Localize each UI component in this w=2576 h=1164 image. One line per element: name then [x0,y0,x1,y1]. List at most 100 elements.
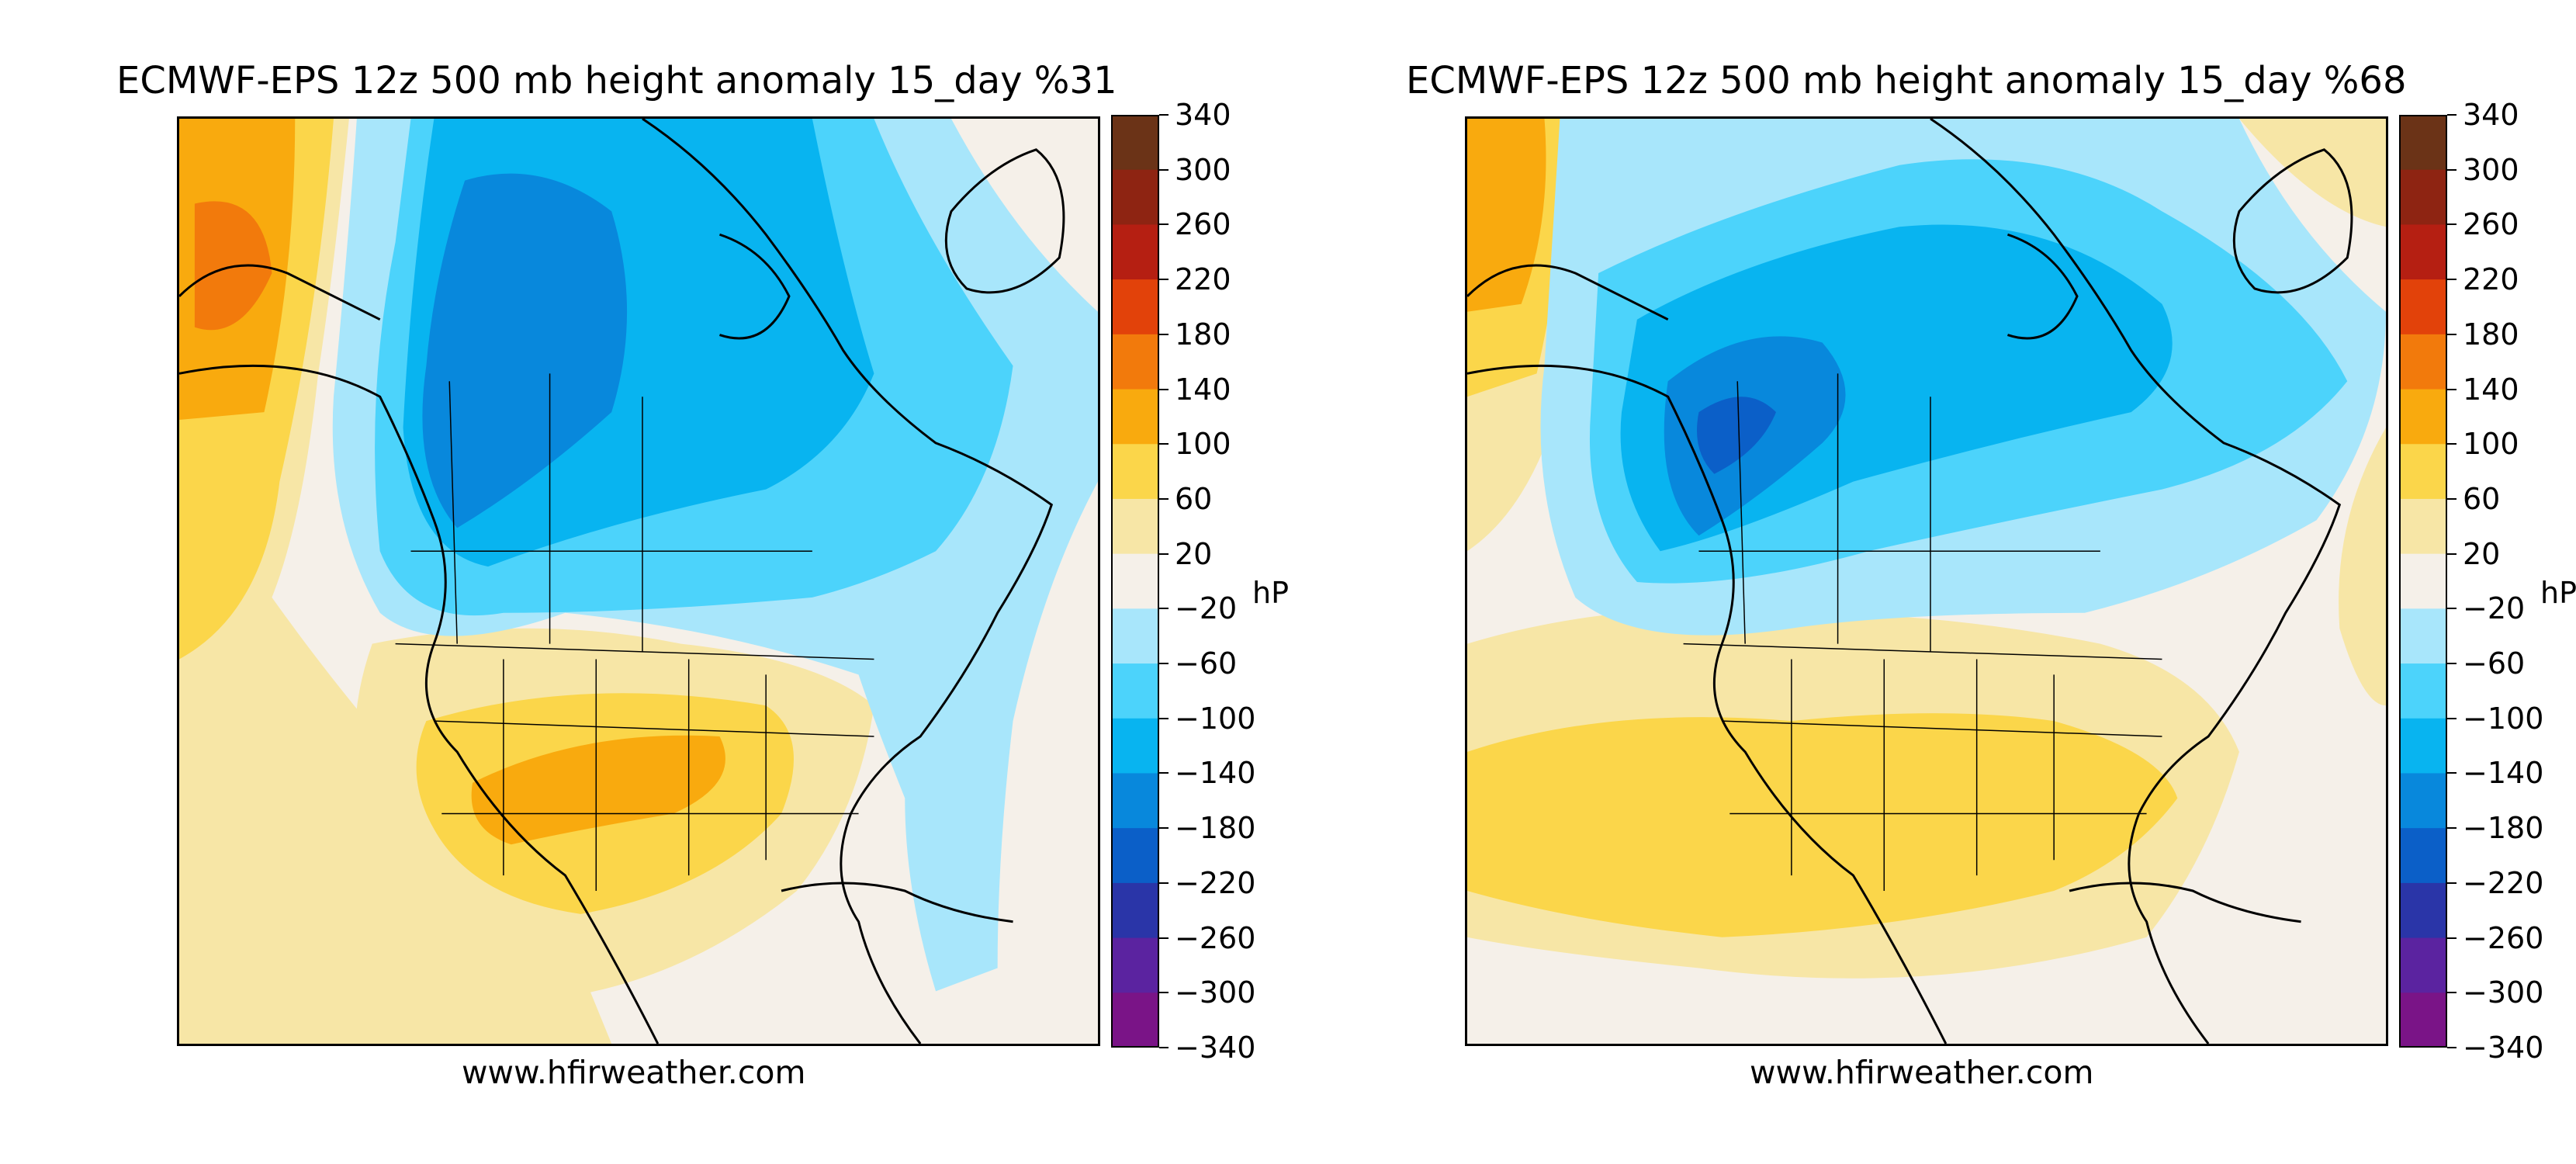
colorbar-tick-label: 140 [2463,372,2519,407]
colorbar-tick-mark [1159,663,1169,665]
colorbar-swatch [2399,115,2447,171]
colorbar-tick-mark [1159,114,1169,116]
negative-anomaly-core [422,173,628,528]
colorbar-swatches [2399,115,2447,1048]
colorbar-swatch [2399,882,2447,939]
colorbar-tick-label: 140 [1175,372,1231,407]
colorbar-tick-mark [2447,1047,2457,1048]
colorbar-swatch [2399,828,2447,884]
colorbar-swatch [2399,224,2447,280]
colorbar-tick-mark [1159,388,1169,390]
colorbar-swatch [1111,937,1159,993]
colorbar-swatch [1111,334,1159,390]
colorbar-tick-mark [1159,772,1169,774]
colorbar-swatch [1111,993,1159,1048]
colorbar-tick-label: −260 [2463,920,2544,955]
colorbar-swatch [1111,115,1159,171]
colorbar-swatch [2399,279,2447,335]
colorbar-tick-label: −20 [2463,591,2526,626]
colorbar-tick-mark [1159,279,1169,281]
positive-anomaly-plains-max [471,735,725,845]
colorbar-tick-mark [1159,717,1169,719]
colorbar-tick-mark [1159,443,1169,445]
colorbar-swatch [2399,773,2447,829]
colorbar-tick-mark [2447,992,2457,994]
colorbar-unit-label: hP [1252,576,1289,610]
colorbar-swatch [2399,498,2447,555]
colorbar-tick-mark [2447,717,2457,719]
political-boundaries [1683,373,2162,891]
anomaly-map-canvas [1467,119,2386,1044]
colorbar-swatch [2399,444,2447,500]
colorbar-tick-mark [2447,608,2457,610]
coastlines [1467,119,2353,1044]
colorbar [2399,115,2447,1048]
colorbar-tick-label: −100 [2463,701,2544,736]
colorbar-tick-mark [2447,882,2457,884]
colorbar-tick-mark [2447,333,2457,335]
colorbar-tick-mark [1159,882,1169,884]
colorbar-unit-label: hP [2540,576,2576,610]
colorbar-tick-label: 260 [1175,207,1231,242]
positive-anomaly-atlantic [2339,427,2386,706]
colorbar-swatch [1111,828,1159,884]
colorbar-swatch [1111,279,1159,335]
colorbar-tick-label: −180 [2463,811,2544,846]
colorbar-tick-mark [2447,827,2457,830]
colorbar-swatch [2399,993,2447,1048]
colorbar [1111,115,1159,1048]
colorbar-swatch [1111,444,1159,500]
colorbar-swatch [2399,334,2447,390]
colorbar-tick-mark [2447,497,2457,500]
credit-text: www.hfirweather.com [462,1054,806,1091]
colorbar-tick-mark [1159,497,1169,500]
colorbar-tick-mark [2447,168,2457,171]
colorbar-tick-label: 340 [1175,98,1231,132]
colorbar-tick-label: 180 [2463,317,2519,352]
colorbar-tick-mark [2447,388,2457,390]
colorbar-swatches [1111,115,1159,1048]
panel-right: ECMWF-EPS 12z 500 mb height anomaly 15_d… [1288,0,2576,1164]
map-title: ECMWF-EPS 12z 500 mb height anomaly 15_d… [1406,59,2407,102]
colorbar-swatch [1111,718,1159,774]
colorbar-swatch [2399,608,2447,664]
colorbar-frame [2399,115,2447,1048]
colorbar-tick-label: 300 [2463,152,2519,187]
colorbar-tick-label: 220 [1175,262,1231,297]
colorbar-tick-mark [2447,223,2457,226]
colorbar-frame [1111,115,1159,1048]
colorbar-tick-label: −100 [1175,701,1256,736]
colorbar-tick-label: 100 [1175,427,1231,462]
colorbar-swatch [2399,718,2447,774]
colorbar-tick-label: −180 [1175,811,1256,846]
colorbar-tick-mark [2447,663,2457,665]
colorbar-tick-label: 300 [1175,152,1231,187]
map-title: ECMWF-EPS 12z 500 mb height anomaly 15_d… [116,59,1117,102]
political-boundaries [395,373,874,891]
colorbar-tick-label: 340 [2463,98,2519,132]
colorbar-tick-mark [1159,1047,1169,1048]
colorbar-swatch [2399,553,2447,609]
colorbar-tick-label: −340 [1175,1031,1256,1065]
colorbar-tick-mark [2447,553,2457,555]
colorbar-tick-label: 100 [2463,427,2519,462]
colorbar-swatch [1111,498,1159,555]
coastlines [179,119,1065,1044]
colorbar-swatch [1111,608,1159,664]
colorbar-tick-mark [1159,223,1169,226]
colorbar-tick-label: −20 [1175,591,1238,626]
colorbar-tick-label: −340 [2463,1031,2544,1065]
anomaly-map-canvas [179,119,1098,1044]
negative-anomaly-max [1697,397,1776,474]
colorbar-tick-mark [1159,827,1169,830]
colorbar-tick-mark [1159,553,1169,555]
colorbar-tick-label: −260 [1175,920,1256,955]
colorbar-swatch [1111,663,1159,719]
panel-left: ECMWF-EPS 12z 500 mb height anomaly 15_d… [116,59,1289,1091]
colorbar-tick-label: 20 [2463,536,2501,571]
colorbar-swatch [2399,937,2447,993]
colorbar-tick-mark [2447,279,2457,281]
colorbar-tick-mark [2447,772,2457,774]
colorbar-tick-label: −60 [2463,646,2526,681]
positive-anomaly-alaska-core [1467,119,1546,312]
